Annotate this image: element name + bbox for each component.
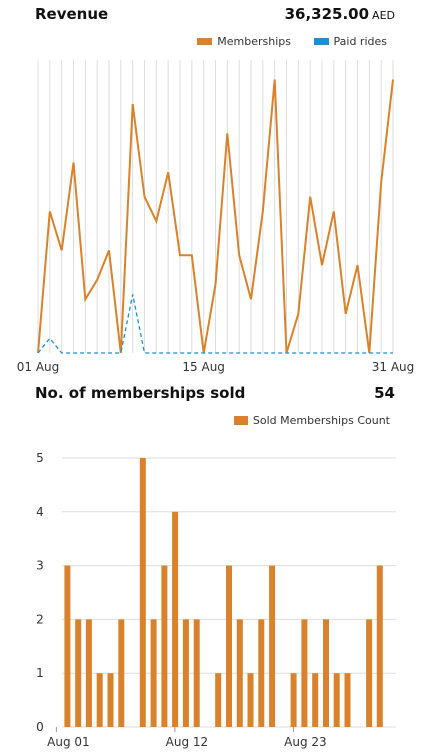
legend-label-memberships: Memberships	[217, 35, 291, 48]
x-tick-label: 31 Aug	[372, 360, 415, 374]
bar	[376, 565, 383, 727]
y-tick-label: 4	[36, 505, 44, 519]
bar	[258, 619, 265, 727]
bar	[161, 565, 168, 727]
series-line-memberships	[37, 79, 394, 354]
legend-paid-rides[interactable]: Paid rides	[313, 35, 387, 48]
bar	[215, 673, 222, 727]
bar	[290, 673, 297, 727]
legend-swatch-sold-memberships	[233, 416, 248, 425]
bar	[139, 458, 146, 727]
bar	[193, 619, 200, 727]
x-tick-label: Aug 12	[166, 735, 209, 749]
memberships-title: No. of memberships sold	[35, 384, 246, 402]
legend-sold-memberships[interactable]: Sold Memberships Count	[233, 414, 390, 427]
legend-label-sold-memberships: Sold Memberships Count	[252, 414, 390, 427]
bar	[85, 619, 92, 727]
x-tick-label: Aug 01	[47, 735, 90, 749]
revenue-amount: 36,325.00	[284, 5, 370, 23]
y-tick-label: 1	[36, 666, 44, 680]
bar	[118, 619, 125, 727]
revenue-total: 36,325.00 AED	[285, 5, 395, 23]
bar	[344, 673, 351, 727]
legend-swatch-paid-rides	[313, 38, 329, 45]
y-tick-label: 2	[36, 612, 44, 626]
bar	[150, 619, 157, 727]
legend-swatch-memberships	[197, 38, 213, 45]
revenue-title: Revenue	[35, 5, 109, 23]
sold-memberships-bar-chart: 0 1 2 3 4 5 Aug 01 Aug 12 Aug 23	[36, 451, 396, 749]
bar	[64, 565, 71, 727]
bar	[182, 619, 189, 727]
x-tick-label: 15 Aug	[182, 360, 225, 374]
revenue-line-chart: 01 Aug 15 Aug 31 Aug	[17, 60, 415, 374]
revenue-header: Revenue 36,325.00 AED	[35, 5, 395, 27]
bar	[236, 619, 243, 727]
x-tick-label: 01 Aug	[17, 360, 60, 374]
bar	[366, 619, 373, 727]
bar	[172, 511, 179, 727]
y-tick-label: 3	[36, 559, 44, 573]
x-tick-label: Aug 23	[284, 735, 327, 749]
bar	[312, 673, 319, 727]
bar	[247, 673, 254, 727]
legend-memberships[interactable]: Memberships	[197, 35, 291, 48]
bar	[107, 673, 114, 727]
legend-label-paid-rides: Paid rides	[333, 35, 387, 48]
series-line-paid-rides	[37, 294, 393, 354]
memberships-header: No. of memberships sold 54	[35, 384, 395, 406]
memberships-count: 54	[374, 384, 395, 402]
bar	[301, 619, 308, 727]
y-tick-label: 5	[36, 451, 44, 465]
bar	[269, 565, 276, 727]
bar	[323, 619, 329, 727]
bar	[226, 565, 232, 727]
bar	[333, 673, 340, 727]
y-tick-label: 0	[36, 720, 44, 734]
bar	[75, 619, 82, 727]
bar	[96, 673, 103, 727]
revenue-currency: AED	[372, 9, 395, 22]
